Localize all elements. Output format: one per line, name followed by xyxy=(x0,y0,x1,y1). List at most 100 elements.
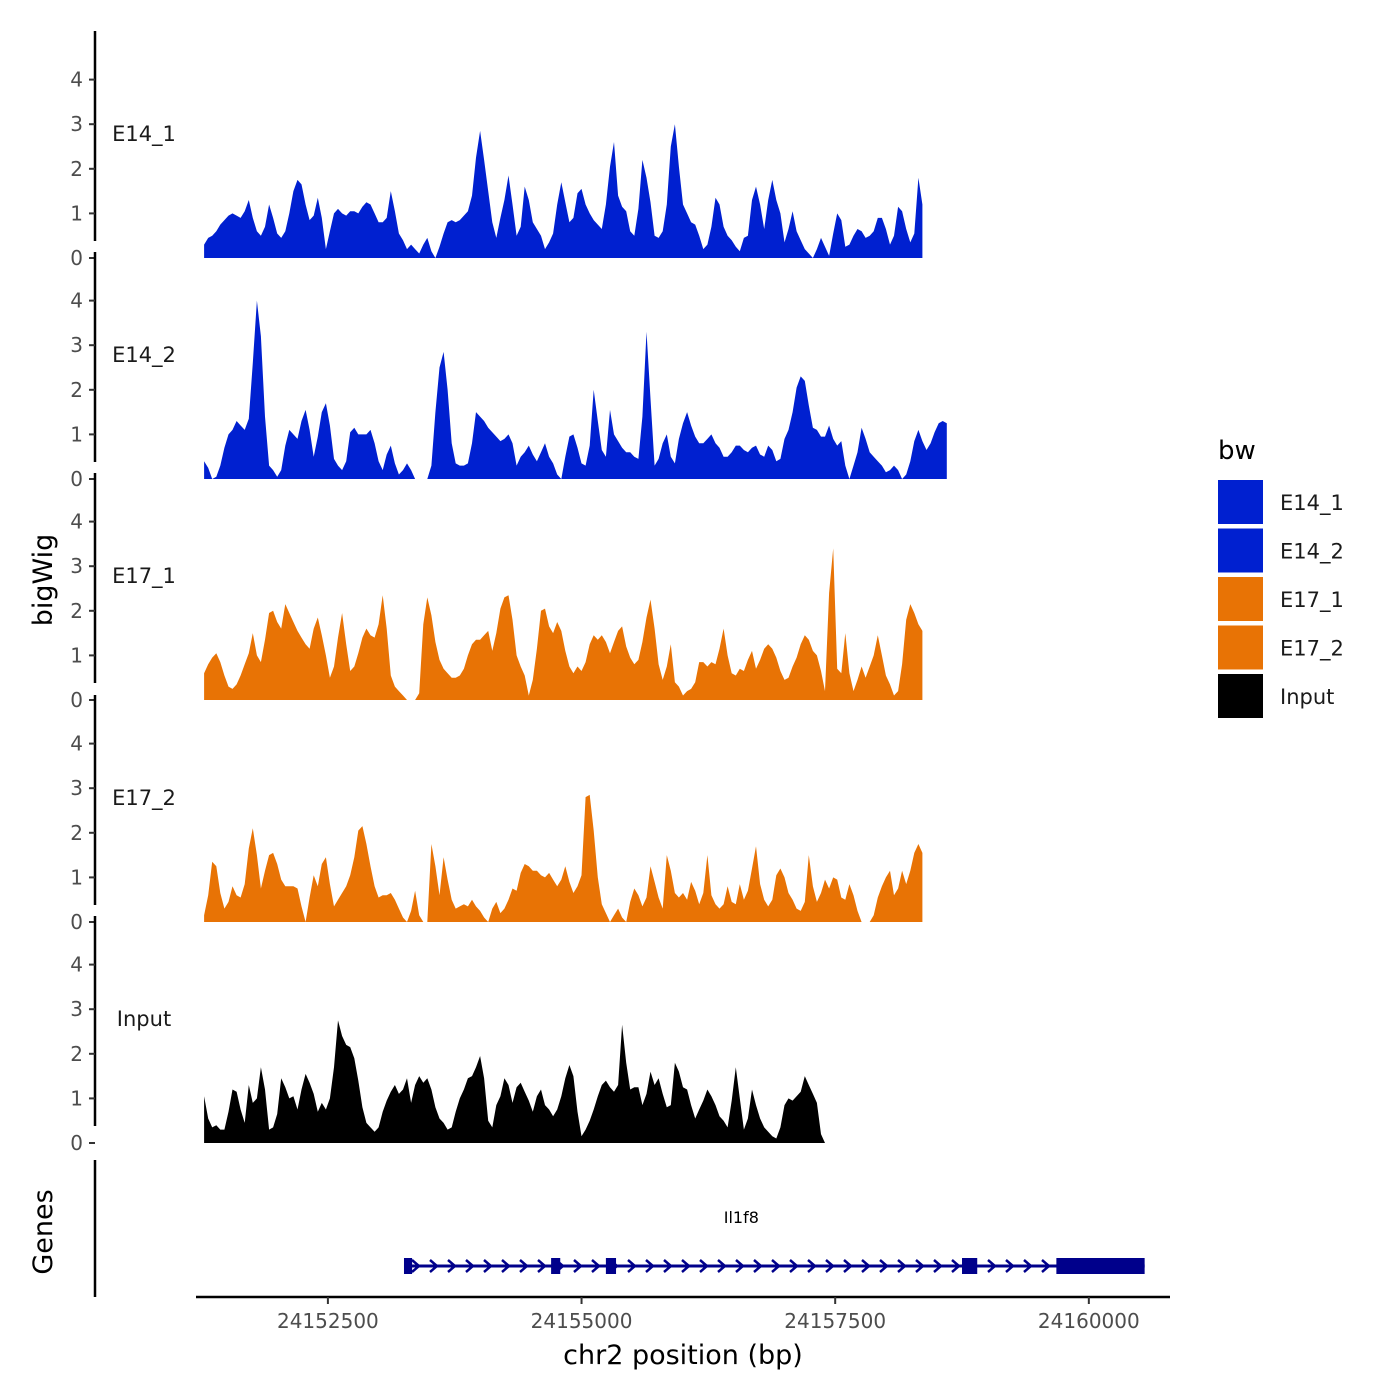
x-tick-label: 24160000 xyxy=(1038,1309,1140,1333)
gene-exon xyxy=(1056,1258,1145,1274)
strand-arrow xyxy=(591,1259,601,1273)
strand-arrow xyxy=(987,1259,997,1273)
y-tick-label: 4 xyxy=(70,68,83,92)
y-tick-label: 4 xyxy=(70,510,83,534)
signal-area-E17_2 xyxy=(204,794,923,922)
y-tick-label: 0 xyxy=(70,1131,83,1155)
y-tick-label: 0 xyxy=(70,910,83,934)
x-tick-label: 24157500 xyxy=(784,1309,886,1333)
signal-area-E17_1 xyxy=(204,548,923,700)
signal-area-E14_1 xyxy=(204,124,923,258)
strand-arrow xyxy=(573,1259,583,1273)
track-label: Input xyxy=(117,1007,171,1031)
legend: bw E14_1 E14_2 E17_1 E17_2 Input xyxy=(1218,436,1344,718)
legend-label: E14_2 xyxy=(1280,540,1344,565)
strand-arrow xyxy=(807,1259,817,1273)
y-tick-label: 1 xyxy=(70,865,83,889)
signal-area-E14_2 xyxy=(204,300,947,479)
y-tick-label: 3 xyxy=(70,554,83,578)
strand-arrow xyxy=(951,1259,961,1273)
signal-tracks: 0 1 2 3 4 E14_1 0 1 2 3 4 E14_2 0 1 2 3 4 E17_1 0 1 2 3 4 E17_2… xyxy=(70,31,947,1155)
gene-name-label: Il1f8 xyxy=(724,1208,759,1227)
y-tick-label: 1 xyxy=(70,1086,83,1110)
y-tick-label: 0 xyxy=(70,246,83,270)
track-label: E17_2 xyxy=(112,786,176,811)
y-tick-label: 2 xyxy=(70,599,83,623)
strand-arrow xyxy=(627,1259,637,1273)
track-label: E17_1 xyxy=(112,564,176,589)
strand-arrow xyxy=(1023,1259,1033,1273)
strand-arrow xyxy=(681,1259,691,1273)
strand-arrow xyxy=(789,1259,799,1273)
strand-arrow xyxy=(519,1259,529,1273)
y-tick-label: 1 xyxy=(70,422,83,446)
strand-arrow xyxy=(915,1259,925,1273)
strand-arrow xyxy=(699,1259,709,1273)
legend-swatch xyxy=(1218,528,1263,573)
gene-exon xyxy=(551,1258,561,1274)
y-tick-label: 0 xyxy=(70,467,83,491)
y-tick-label: 2 xyxy=(70,157,83,181)
track-label: E14_1 xyxy=(112,122,176,147)
y-tick-label: 4 xyxy=(70,732,83,756)
track-Input: 0 1 2 3 4 Input xyxy=(70,916,826,1155)
strand-arrow xyxy=(501,1259,511,1273)
strand-arrow xyxy=(771,1259,781,1273)
legend-swatch xyxy=(1218,480,1263,524)
legend-swatch xyxy=(1218,577,1263,621)
track-E17_1: 0 1 2 3 4 E17_1 xyxy=(70,473,923,712)
gene-exon xyxy=(962,1258,978,1274)
strand-arrow xyxy=(447,1259,457,1273)
y-tick-label: 3 xyxy=(70,997,83,1021)
y-tick-label: 2 xyxy=(70,821,83,845)
track-label: E14_2 xyxy=(112,343,176,368)
track-E14_2: 0 1 2 3 4 E14_2 xyxy=(70,252,947,491)
strand-arrow xyxy=(429,1259,439,1273)
gene-panel: Il1f8 xyxy=(93,1160,1145,1297)
strand-arrow xyxy=(483,1259,493,1273)
legend-label: E14_1 xyxy=(1280,491,1344,516)
strand-arrow xyxy=(465,1259,475,1273)
strand-arrow xyxy=(1041,1259,1051,1273)
legend-title: bw xyxy=(1218,436,1256,466)
y-tick-label: 4 xyxy=(70,953,83,977)
gene-exon xyxy=(403,1258,413,1274)
x-tick-label: 24155000 xyxy=(531,1309,633,1333)
strand-arrow xyxy=(825,1259,835,1273)
strand-arrow xyxy=(1005,1259,1015,1273)
strand-arrow xyxy=(717,1259,727,1273)
legend-swatch xyxy=(1218,674,1263,718)
y-tick-label: 3 xyxy=(70,112,83,136)
legend-label: E17_1 xyxy=(1280,588,1344,613)
gene-panel-title: Genes xyxy=(28,1189,59,1274)
x-tick-label: 24152500 xyxy=(277,1309,379,1333)
y-tick-label: 3 xyxy=(70,776,83,800)
y-tick-label: 3 xyxy=(70,333,83,357)
strand-arrow xyxy=(843,1259,853,1273)
x-axis-title: chr2 position (bp) xyxy=(563,1340,803,1371)
strand-arrow xyxy=(411,1259,421,1273)
signal-area-Input xyxy=(204,1020,826,1143)
y-axis-title: bigWig xyxy=(28,534,59,627)
strand-arrow xyxy=(753,1259,763,1273)
strand-arrow xyxy=(933,1259,943,1273)
track-E14_1: 0 1 2 3 4 E14_1 xyxy=(70,31,923,270)
legend-label: Input xyxy=(1280,685,1334,709)
x-axis: 24152500 24155000 24157500 24160000 xyxy=(196,1295,1170,1333)
track-E17_2: 0 1 2 3 4 E17_2 xyxy=(70,695,923,934)
y-tick-label: 1 xyxy=(70,201,83,225)
y-tick-label: 0 xyxy=(70,688,83,712)
y-tick-label: 2 xyxy=(70,1042,83,1066)
y-tick-label: 1 xyxy=(70,643,83,667)
y-tick-label: 4 xyxy=(70,289,83,313)
strand-arrow xyxy=(645,1259,655,1273)
y-tick-label: 2 xyxy=(70,378,83,402)
strand-arrow xyxy=(861,1259,871,1273)
strand-arrow xyxy=(879,1259,889,1273)
gene-exon xyxy=(605,1258,617,1274)
strand-arrow xyxy=(663,1259,673,1273)
legend-label: E17_2 xyxy=(1280,637,1344,662)
strand-arrow xyxy=(735,1259,745,1273)
legend-swatch xyxy=(1218,625,1263,670)
